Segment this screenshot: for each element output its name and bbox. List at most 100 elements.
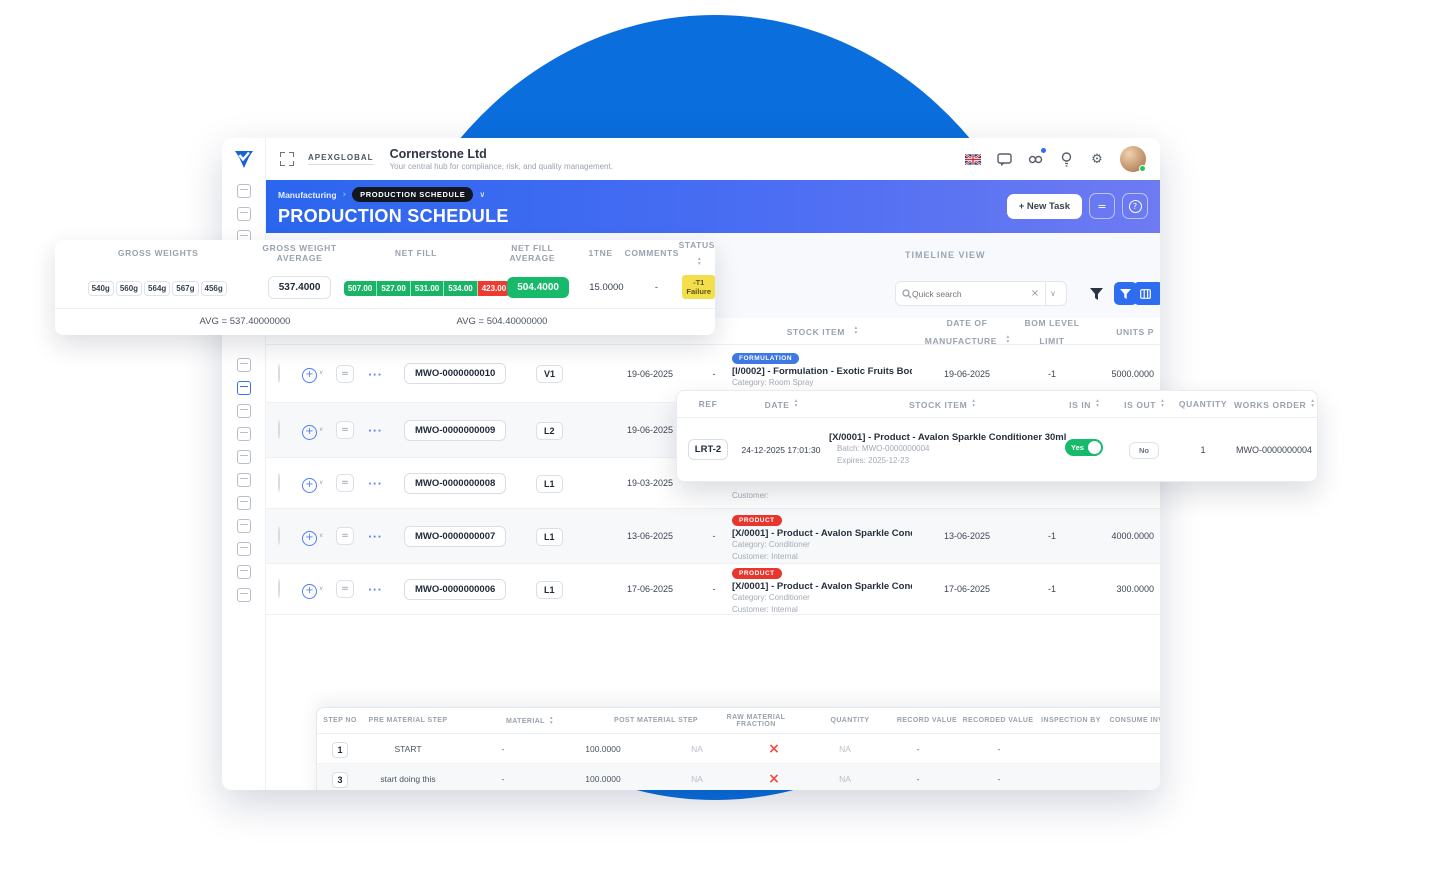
stock-item-title[interactable]: [X/0001] - Product - Avalon Sparkle Cond… [732, 528, 912, 540]
chat-icon[interactable] [996, 151, 1012, 167]
expand-plus-icon[interactable]: + [302, 368, 317, 383]
timeline-view-label[interactable]: TIMELINE VIEW [905, 250, 986, 260]
record-value-x-icon[interactable]: × [768, 740, 780, 757]
col-is-out[interactable]: IS OUT [1124, 400, 1157, 410]
col-recorded-value[interactable]: RECORDED VALUE [962, 717, 1034, 724]
col-date[interactable]: DATE [764, 400, 790, 410]
expand-plus-icon[interactable]: + [302, 583, 317, 599]
chevron-down-icon[interactable]: ∨ [319, 584, 324, 592]
sidebar-icon-attachments[interactable] [236, 427, 251, 441]
row-more-button[interactable]: ··· [368, 479, 383, 490]
col-post-material-step[interactable]: POST MATERIAL STEP [614, 717, 698, 724]
filter-toggle-button[interactable] [1084, 282, 1108, 306]
sort-icon[interactable]: ▴ ▾ [854, 324, 858, 336]
works-order-ref[interactable]: MWO-0000000007 [404, 525, 507, 547]
breadcrumb-page-pill[interactable]: PRODUCTION SCHEDULE [352, 187, 474, 202]
sidebar-icon-assets[interactable] [236, 450, 251, 464]
col-material[interactable]: MATERIAL [505, 717, 545, 725]
sidebar-icon-integrations[interactable] [236, 565, 251, 579]
filter-button[interactable] [1114, 282, 1137, 305]
sidebar-icon-people[interactable] [236, 496, 251, 510]
col-net-fill[interactable]: NET FILL [394, 248, 437, 258]
clear-search-icon[interactable]: × [1030, 288, 1040, 299]
breadcrumb-chevron-icon[interactable]: ∨ [479, 190, 486, 199]
chevron-down-icon[interactable]: ∨ [319, 531, 324, 539]
col-status[interactable]: STATUS [678, 240, 715, 250]
layout-toggle-button[interactable]: = [1089, 193, 1115, 219]
step-row[interactable]: 3 start doing this - 100.0000 NA × NA - … [317, 764, 1160, 790]
col-step-no[interactable]: STEP NO [323, 717, 357, 724]
sort-icon[interactable]: ▴ ▾ [1311, 397, 1314, 409]
grid-view-button[interactable] [1134, 282, 1157, 305]
col-units[interactable]: UNITS P [1116, 327, 1154, 337]
row-select-checkbox[interactable] [278, 363, 280, 383]
col-1tne[interactable]: 1TNE [588, 248, 613, 258]
transaction-ref[interactable]: LRT-2 [687, 439, 729, 460]
row-menu-button[interactable]: = [336, 421, 354, 439]
gear-icon[interactable]: ⚙ [1091, 151, 1103, 167]
row-more-button[interactable]: ··· [368, 532, 383, 543]
col-pre-material-step[interactable]: PRE MATERIAL STEP [368, 717, 448, 724]
chevron-down-icon[interactable]: ∨ [319, 369, 324, 377]
col-gross-weight-average[interactable]: GROSS WEIGHT AVERAGE [262, 243, 337, 263]
search-input[interactable] [912, 288, 1027, 299]
is-out-toggle[interactable]: No [1129, 442, 1159, 459]
transaction-row[interactable]: LRT-2 24-12-2025 17:01:30 [X/0001] - Pro… [677, 418, 1317, 481]
row-select-checkbox[interactable] [278, 579, 280, 598]
works-order-ref[interactable]: MWO-0000000009 [404, 419, 507, 441]
is-in-toggle[interactable]: Yes [1065, 438, 1103, 456]
new-task-button[interactable]: + New Task [1006, 193, 1082, 219]
sidebar-icon-calendar[interactable] [236, 404, 251, 418]
expand-plus-icon[interactable]: + [302, 477, 317, 493]
col-ref[interactable]: REF [698, 399, 718, 409]
fullscreen-icon[interactable] [280, 152, 294, 166]
col-raw-material-fraction[interactable]: RAW MATERIAL FRACTION [726, 713, 786, 728]
sort-icon[interactable]: ▴ ▾ [1161, 397, 1164, 409]
row-more-button[interactable]: ··· [368, 585, 383, 596]
integrations-link-icon[interactable] [1027, 148, 1046, 167]
row-select-checkbox[interactable] [278, 526, 280, 545]
sort-icon[interactable]: ▴ ▾ [1006, 333, 1010, 345]
col-quantity[interactable]: QUANTITY [1178, 399, 1228, 409]
col-record-value[interactable]: RECORD VALUE [896, 717, 958, 724]
works-order-ref[interactable]: MWO-0000000008 [404, 472, 507, 494]
col-quantity[interactable]: QUANTITY [830, 717, 870, 724]
row-select-checkbox[interactable] [278, 473, 280, 492]
breadcrumb-section[interactable]: Manufacturing [278, 189, 337, 200]
user-avatar[interactable] [1120, 146, 1146, 172]
sort-icon[interactable]: ▴ ▾ [549, 714, 553, 726]
sort-icon[interactable]: ▴ ▾ [972, 397, 976, 409]
works-order-ref[interactable]: MWO-0000000010 [404, 363, 507, 384]
row-more-button[interactable]: ··· [368, 426, 383, 437]
sort-icon[interactable]: ▴ ▾ [697, 255, 701, 267]
row-more-button[interactable]: ··· [368, 369, 383, 381]
language-flag-icon[interactable] [965, 151, 981, 167]
sidebar-icon-manufacturing[interactable] [236, 381, 251, 395]
table-row[interactable]: + ∨ = ··· MWO-0000000007 L1 13-06-2025 - … [266, 509, 1160, 564]
chevron-down-icon[interactable]: ∨ [319, 478, 324, 486]
app-logo-icon[interactable] [233, 148, 255, 170]
table-row[interactable]: + ∨ = ··· MWO-0000000008 L1 19-03-2025 Cu… [266, 458, 1160, 509]
stock-item-title[interactable]: [X/0001] - Product - Avalon Sparkle Cond… [732, 581, 912, 593]
col-consume-inventory[interactable]: CONSUME INVENTORY [1109, 717, 1161, 724]
sort-icon[interactable]: ▴ ▾ [794, 397, 798, 409]
chevron-down-icon[interactable]: ∨ [319, 425, 324, 433]
record-value-x-icon[interactable]: × [768, 770, 780, 787]
sidebar-icon-devices[interactable] [236, 207, 251, 221]
col-comments[interactable]: COMMENTS [624, 248, 680, 258]
table-row[interactable]: + ∨ = ··· MWO-0000000006 L1 17-06-2025 - … [266, 564, 1160, 615]
sidebar-icon-quality[interactable] [236, 473, 251, 487]
works-order-ref[interactable]: MWO-0000000006 [404, 578, 507, 600]
sidebar-icon-tools[interactable] [236, 542, 251, 556]
row-menu-button[interactable]: = [336, 474, 354, 492]
row-menu-button[interactable]: = [336, 527, 354, 545]
expand-plus-icon[interactable]: + [302, 530, 317, 546]
row-select-checkbox[interactable] [278, 420, 280, 439]
sidebar-icon-clipboard[interactable] [236, 358, 251, 372]
col-date-of-manufacture[interactable]: DATE OF MANUFACTURE [924, 318, 997, 346]
row-menu-button[interactable]: = [336, 580, 354, 598]
expand-plus-icon[interactable]: + [302, 424, 317, 440]
search-scope-chevron-icon[interactable]: ∨ [1050, 289, 1056, 298]
lightbulb-icon[interactable] [1058, 151, 1074, 167]
stock-item-title[interactable]: [I/0002] - Formulation - Exotic Fruits B… [732, 365, 912, 377]
